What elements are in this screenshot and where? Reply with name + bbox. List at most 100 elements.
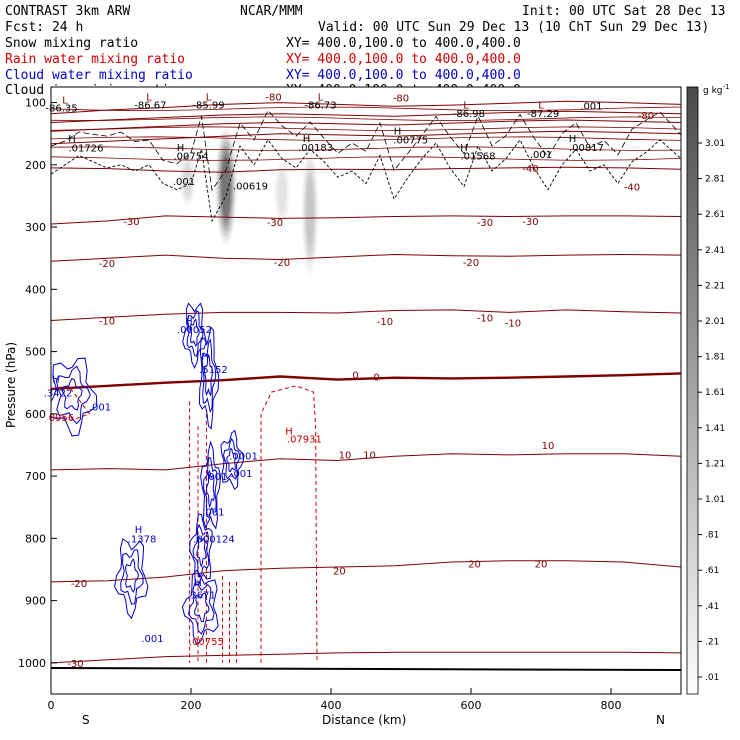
snow-shade-mark (179, 154, 196, 207)
y-tick-label: 700 (25, 470, 46, 483)
colorbar-tick-label: .01 (705, 673, 719, 683)
colorbar-ticks: 3.01 2.81 2.61 2.41 2.21 2.01 1.81 1.61 1.41 1.21… (698, 139, 725, 683)
contour-label: L (318, 92, 324, 103)
contour-label: H (285, 427, 293, 438)
plot-frame (50, 86, 682, 695)
snow-shade-mark (273, 158, 291, 228)
contour-label: -30 (123, 217, 139, 228)
y-tick-label: 600 (25, 408, 46, 421)
colorbar-tick-label: .21 (705, 637, 719, 647)
contour-label: H (201, 352, 209, 363)
cloud-water-contour (200, 440, 222, 530)
isotherm-layer (51, 100, 681, 664)
contour-label: .07931 (287, 435, 322, 446)
contour-label: -86.35 (45, 104, 77, 115)
colorbar-tick-label: 1.41 (705, 424, 725, 434)
y-tick-label: 500 (25, 346, 46, 359)
contour-label: -80 (638, 111, 654, 122)
snow-shade-mark (220, 150, 232, 223)
contour-label: 0 (352, 371, 358, 382)
contour-label: -40 (522, 164, 538, 175)
contour-label: .00755 (189, 637, 224, 648)
snow-shade-mark (273, 161, 291, 225)
contour-label: -20 (463, 258, 479, 269)
contour-label: H (569, 134, 577, 145)
contour-label: .3671 (187, 590, 216, 601)
colorbar-tick-label: 1.81 (705, 353, 725, 363)
isotherm-line (51, 110, 681, 123)
surface-line (50, 667, 682, 671)
colorbar-tick-label: 3.01 (705, 139, 725, 149)
y-tick-label: 800 (25, 532, 46, 545)
cloud-water-contour (194, 592, 210, 623)
contour-label-layer: L-86.35L-86.67L-85.99-80 L-86.73-80L-86.9… (44, 92, 654, 670)
colorbar-tick-label: 1.01 (705, 495, 725, 505)
field-xy-snow: XY= 400.0,100.0 to 400.0,400.0 (286, 36, 521, 51)
cloud-water-contour (203, 456, 218, 519)
contour-label: 0 (373, 372, 379, 383)
cloud-water-contour (222, 437, 241, 480)
isotherm-line (51, 136, 681, 141)
colorbar-tick-label: 2.21 (705, 281, 725, 291)
contour-label: 10 (542, 441, 555, 452)
contour-label: H (68, 134, 76, 145)
contour-label: .00817 (569, 143, 604, 154)
contour-label: -30 (477, 218, 493, 229)
contour-label: L (206, 92, 212, 103)
contour-label: -80 (265, 92, 281, 103)
cloud-water-contour (186, 310, 204, 358)
contour-label: .001 (173, 177, 195, 188)
contour-label: .01726 (69, 143, 104, 154)
cloud-water-contour (124, 558, 139, 594)
init-time: Init: 00 UTC Sat 28 Dec 13 (522, 4, 726, 19)
isotherm-line (51, 166, 681, 173)
cloud-water-contour (205, 469, 215, 509)
x-tick-label: 800 (601, 699, 622, 712)
y-tick-label: 100 (25, 97, 46, 110)
x-tick-label: 0 (48, 699, 55, 712)
cloud-water-contour (203, 354, 214, 397)
contour-label: H (52, 374, 60, 385)
cloud-water-contour (192, 524, 210, 579)
field-label-cloud-water: Cloud water mixing ratio (5, 68, 193, 83)
colorbar-tick-label: 2.41 (705, 246, 725, 256)
contour-label: .00754 (174, 151, 209, 162)
title-line-1: CONTRAST 3km ARW (5, 4, 130, 19)
field-xy-cloud-water: XY= 400.0,100.0 to 400.0,400.0 (286, 68, 521, 83)
contour-label: -86.73 (304, 100, 336, 111)
cloud-water-contour (189, 513, 213, 586)
cloud-water-contour (220, 429, 245, 491)
field-label-rain: Rain water mixing ratio (5, 52, 185, 67)
contour-label: .001 (202, 508, 224, 519)
contour-label: .1378 (128, 534, 157, 545)
valid-time: Valid: 00 UTC Sun 29 Dec 13 (10 ChT Sun … (318, 20, 709, 35)
cloud-water-contour (189, 318, 200, 347)
snow-shade-mark (178, 152, 197, 209)
y-tick-label: 1000 (18, 657, 46, 670)
snow-shade-mark (278, 174, 286, 211)
x-axis-right-end: N (656, 713, 665, 727)
snow-shade-mark (276, 169, 288, 217)
contour-label: H (185, 316, 193, 327)
cloud-water-contour (201, 338, 217, 414)
snow-shade-mark (215, 127, 237, 246)
snow-shade-mark (221, 155, 231, 218)
contour-label: .00183 (298, 143, 333, 154)
isotherm-line (51, 116, 681, 121)
field-label-snow: Snow mixing ratio (5, 36, 138, 51)
x-axis-left-end: S (82, 713, 90, 727)
colorbar-unit: g kg-1 (703, 83, 729, 96)
colorbar-tick-label: .81 (705, 531, 719, 541)
x-tick-label: 400 (321, 699, 342, 712)
contour-label: -40 (624, 183, 640, 194)
isotherm-line (51, 651, 681, 664)
contour-label: .000124 (193, 534, 234, 545)
snow-shade-mark (216, 132, 236, 242)
contour-label: L (62, 95, 68, 106)
colorbar-tick-label: 1.61 (705, 388, 725, 398)
snow-shade-mark (277, 172, 287, 214)
isotherm-line (51, 309, 681, 321)
cloud-ice-contour (51, 139, 681, 223)
center-name: NCAR/MMM (240, 4, 303, 19)
contour-label: 0956 (49, 413, 74, 424)
